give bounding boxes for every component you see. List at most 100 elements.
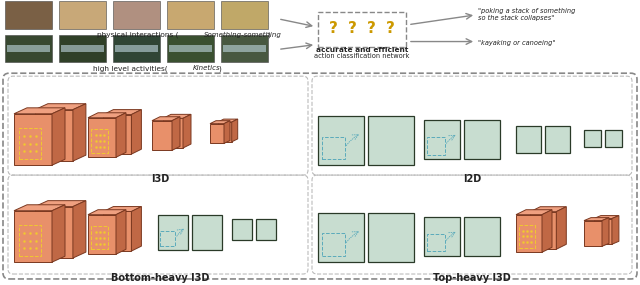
Text: ?: ? [385, 21, 394, 36]
Text: ): ) [218, 65, 221, 72]
Polygon shape [531, 207, 566, 212]
Polygon shape [131, 207, 141, 251]
Polygon shape [232, 119, 237, 142]
Polygon shape [14, 205, 65, 211]
Polygon shape [35, 110, 73, 161]
Bar [516, 126, 541, 153]
Bar [318, 116, 364, 165]
Bar [232, 219, 252, 240]
Bar [318, 12, 406, 48]
Bar [113, 1, 160, 29]
Polygon shape [52, 108, 65, 165]
Text: accurate and efficient: accurate and efficient [316, 48, 408, 54]
Polygon shape [104, 211, 131, 251]
Polygon shape [163, 118, 183, 148]
Polygon shape [594, 219, 612, 244]
Polygon shape [35, 201, 86, 207]
Bar [59, 34, 106, 62]
Bar [192, 215, 222, 250]
Polygon shape [594, 215, 619, 219]
Text: I3D: I3D [151, 174, 169, 184]
Polygon shape [131, 110, 141, 154]
Bar [464, 217, 500, 256]
Bar [256, 219, 276, 240]
Polygon shape [52, 205, 65, 262]
Bar [221, 34, 268, 62]
Bar [92, 129, 108, 152]
Polygon shape [183, 114, 191, 148]
Polygon shape [104, 115, 131, 154]
Text: Kinetics: Kinetics [193, 65, 221, 71]
Polygon shape [584, 221, 602, 246]
Polygon shape [218, 119, 237, 122]
Bar [169, 44, 212, 52]
Bar [368, 213, 414, 262]
Bar [519, 225, 535, 248]
Text: Top-heavy I3D: Top-heavy I3D [433, 273, 511, 283]
Polygon shape [224, 121, 230, 143]
Polygon shape [612, 215, 619, 244]
Bar [59, 1, 106, 29]
Polygon shape [516, 215, 542, 252]
Text: ?: ? [328, 21, 337, 36]
Text: ): ) [267, 32, 270, 38]
Bar [61, 44, 104, 52]
Bar [427, 234, 445, 251]
Polygon shape [35, 207, 73, 258]
Bar [318, 213, 364, 262]
Bar [5, 34, 52, 62]
Polygon shape [88, 210, 126, 215]
Polygon shape [210, 121, 230, 124]
Bar [19, 225, 42, 256]
Text: ?: ? [348, 21, 356, 36]
Bar [158, 215, 188, 250]
Polygon shape [73, 104, 86, 161]
Bar [167, 34, 214, 62]
Text: I2D: I2D [463, 174, 481, 184]
Polygon shape [556, 207, 566, 249]
Bar [424, 120, 460, 159]
Polygon shape [14, 108, 65, 114]
Text: high level activities(: high level activities( [93, 65, 167, 72]
Polygon shape [104, 110, 141, 115]
Polygon shape [35, 104, 86, 110]
Polygon shape [116, 113, 126, 157]
Polygon shape [531, 212, 556, 249]
Bar [322, 137, 345, 159]
Polygon shape [14, 211, 52, 262]
Bar [605, 130, 622, 147]
Polygon shape [218, 122, 232, 142]
Polygon shape [516, 210, 552, 215]
Polygon shape [152, 117, 180, 121]
Bar [221, 1, 268, 29]
Text: physical interactions (: physical interactions ( [97, 32, 179, 38]
Polygon shape [88, 113, 126, 118]
Bar [584, 130, 601, 147]
Bar [427, 137, 445, 154]
Text: Something-something: Something-something [204, 32, 282, 38]
Bar [19, 128, 42, 159]
Polygon shape [163, 114, 191, 118]
Bar [167, 1, 214, 29]
Bar [545, 126, 570, 153]
Bar [322, 233, 345, 256]
Text: "kayaking or canoeing": "kayaking or canoeing" [478, 40, 556, 46]
Bar [424, 217, 460, 256]
Bar [113, 34, 160, 62]
Text: Bottom-heavy I3D: Bottom-heavy I3D [111, 273, 209, 283]
Text: action classification network: action classification network [314, 53, 410, 59]
Bar [223, 44, 266, 52]
Bar [368, 116, 414, 165]
Text: "poking a stack of something
so the stack collapses": "poking a stack of something so the stac… [478, 8, 575, 21]
Polygon shape [210, 124, 224, 143]
Polygon shape [88, 118, 116, 157]
Bar [92, 226, 108, 249]
Bar [5, 1, 52, 29]
Polygon shape [152, 121, 172, 150]
Bar [464, 120, 500, 159]
Polygon shape [104, 207, 141, 211]
Polygon shape [602, 218, 609, 246]
Polygon shape [584, 218, 609, 221]
Bar [161, 231, 175, 246]
Bar [115, 44, 158, 52]
